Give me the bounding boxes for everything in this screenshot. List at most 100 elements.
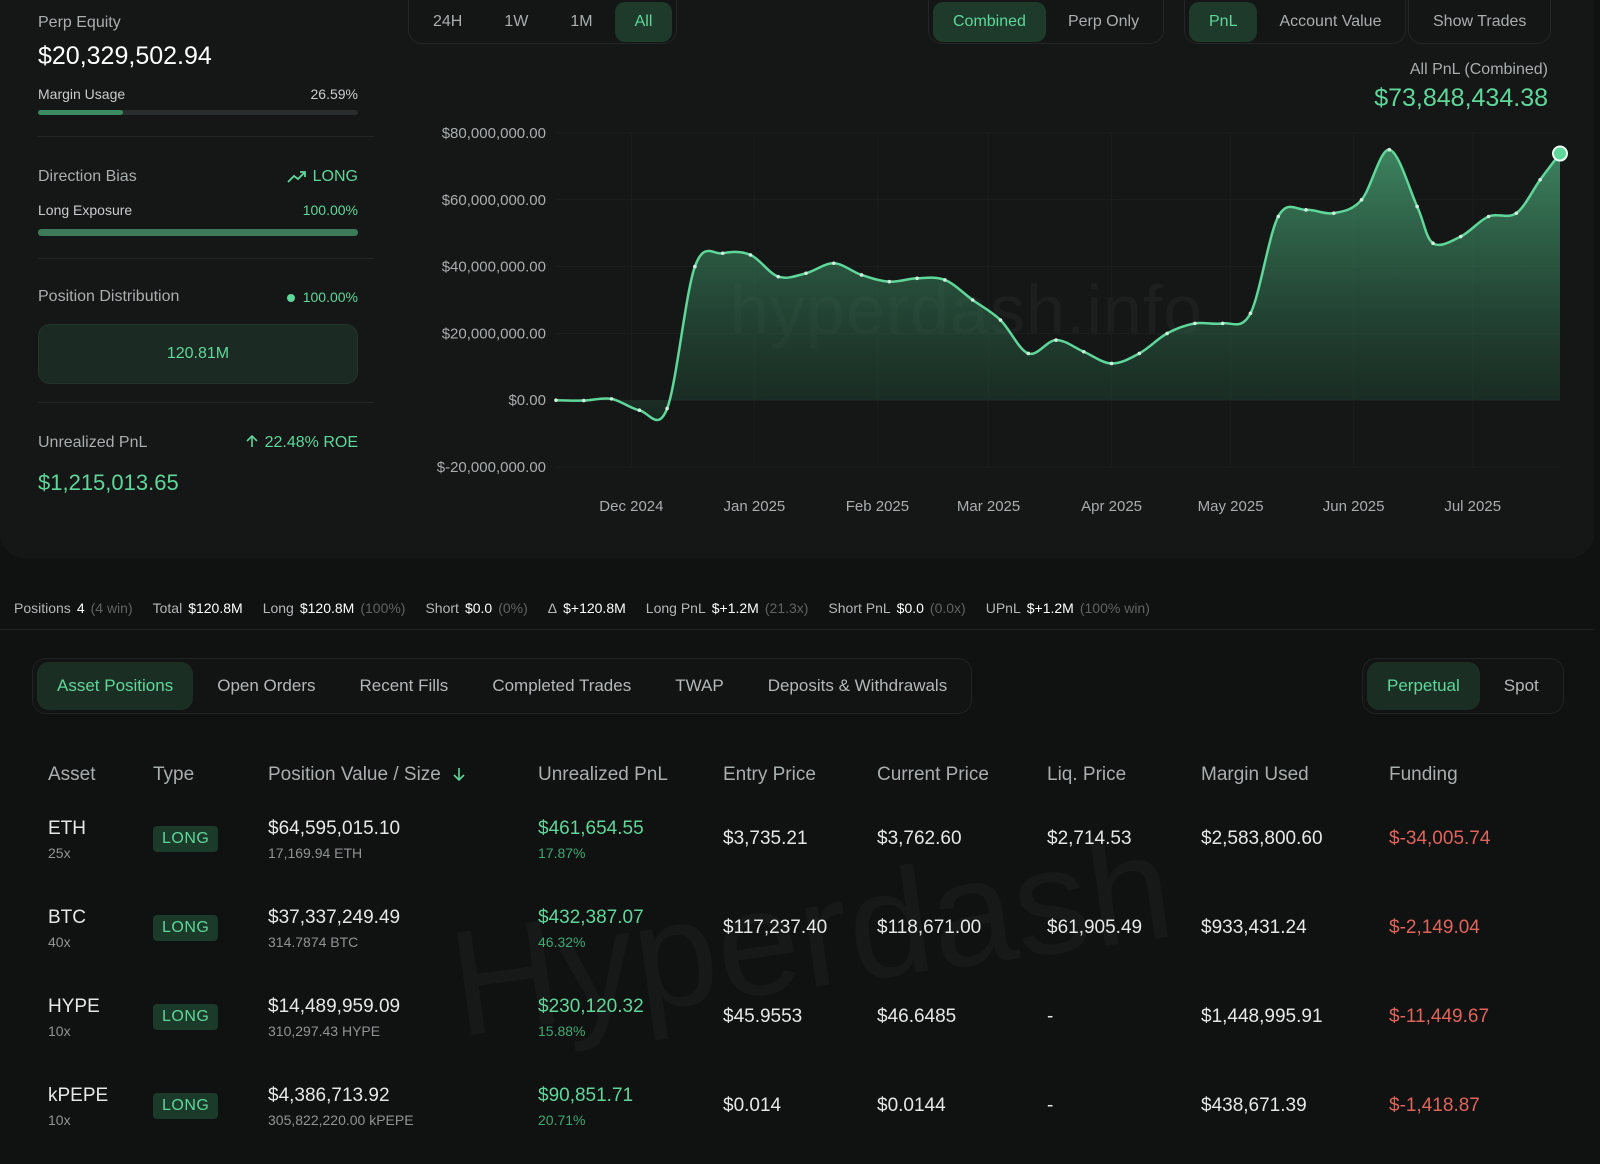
chart-metric-label: All PnL (Combined)	[1409, 61, 1548, 78]
table-row[interactable]: kPEPE 10x LONG $4,386,713.92 305,822,220.00 …	[0, 1061, 1600, 1151]
position-value-cell: $37,337,249.49 314.7874 BTC	[268, 883, 400, 973]
tab-perpetual[interactable]: Perpetual	[1367, 662, 1480, 710]
data-point	[609, 397, 614, 401]
range-1w-button[interactable]: 1W	[504, 12, 529, 30]
unrealized-pnl-cell: $90,851.71 20.71%	[538, 1061, 633, 1151]
direction-bias-text: LONG	[312, 168, 358, 185]
position-value-value: $64,595,015.10	[268, 817, 401, 839]
table-row[interactable]: BTC 40x LONG $37,337,249.49 314.7874 BTC $432…	[0, 883, 1600, 973]
column-header-margin-used[interactable]: Margin Used	[1201, 764, 1309, 786]
summary-stat-value: $0.0	[464, 599, 493, 616]
current-price-cell: $0.0144	[877, 1061, 946, 1151]
column-header-asset[interactable]: Asset	[48, 764, 96, 786]
x-tick-label: Jul 2025	[1444, 498, 1501, 515]
unrealized-pnl-value: $1,215,013.65	[38, 470, 179, 495]
summary-stat-label: Long PnL	[645, 599, 706, 616]
range-24h-button[interactable]: 24H	[433, 12, 463, 30]
summary-stat-value: $0.0	[896, 599, 924, 616]
current-price-value: $118,671.00	[877, 917, 982, 938]
data-point	[1359, 198, 1364, 202]
column-header-position-value-size[interactable]: Position Value / Size	[268, 764, 467, 786]
side-badge-wrap: LONG	[153, 1004, 219, 1030]
range-all-button[interactable]: All	[614, 1, 673, 42]
data-point	[1431, 241, 1435, 246]
data-point	[1332, 211, 1336, 215]
latest-point	[1552, 145, 1568, 162]
roe-value: 22.48% ROE	[245, 434, 358, 452]
liq-price-cell: $61,905.49	[1047, 883, 1142, 973]
summary-stat-value: $+1.2M	[1026, 599, 1074, 616]
mode-perp-only-button[interactable]: Perp Only	[1067, 12, 1140, 30]
column-header-funding[interactable]: Funding	[1389, 764, 1458, 786]
positions-summary-strip: Positions 4 (4 win) Total $120.8M Long $120.8M…	[0, 586, 1594, 630]
summary-stat-long-pnl: Long PnL $+1.2M (21.3x)	[646, 600, 809, 616]
current-price-cell: $3,762.60	[877, 794, 962, 884]
long-exposure-row: Long Exposure 100.00%	[38, 202, 358, 218]
margin-used-value: $1,448,995.91	[1201, 1006, 1323, 1027]
tab-recent-fills[interactable]: Recent Fills	[359, 676, 449, 695]
mode-combined-button[interactable]: Combined	[933, 1, 1046, 42]
position-distribution-label: Position Distribution	[38, 288, 180, 305]
table-row[interactable]: HYPE 10x LONG $14,489,959.09 310,297.43 HYPE…	[0, 972, 1600, 1062]
summary-stat-detail: (4 win)	[90, 599, 133, 616]
sort-descending-icon[interactable]	[451, 766, 467, 782]
column-header-type[interactable]: Type	[153, 764, 194, 786]
column-header-unrealized-pnl[interactable]: Unrealized PnL	[538, 764, 668, 786]
unrealized-pnl-detail: 20.71%	[538, 1111, 586, 1128]
range-1m-button[interactable]: 1M	[570, 12, 593, 30]
asset-cell: ETH 25x	[48, 794, 86, 884]
liq-price-value: -	[1047, 1006, 1054, 1027]
column-header-liq-price[interactable]: Liq. Price	[1047, 764, 1126, 786]
y-tick-label: $80,000,000.00	[442, 125, 546, 142]
side-badge: LONG	[153, 915, 219, 941]
show-trades-button[interactable]: Show Trades	[1433, 12, 1527, 30]
position-distribution-bar[interactable]: 120.81M	[38, 324, 358, 384]
summary-stat-detail: (100%)	[360, 599, 406, 616]
summary-stat-: Δ $+120.8M	[548, 600, 626, 616]
tab-asset-positions[interactable]: Asset Positions	[37, 662, 194, 710]
tab-twap[interactable]: TWAP	[675, 676, 724, 695]
margin-used-cell: $1,448,995.91	[1201, 972, 1323, 1062]
summary-stat-value: 4	[76, 599, 85, 616]
tab-completed-trades[interactable]: Completed Trades	[492, 676, 632, 695]
divider	[38, 258, 374, 259]
y-tick-label: $20,000,000.00	[442, 325, 546, 342]
metric-account-value-button[interactable]: Account Value	[1279, 12, 1382, 30]
entry-price-cell: $45.9553	[723, 972, 802, 1062]
tab-spot[interactable]: Spot	[1503, 676, 1539, 695]
data-point	[1304, 208, 1308, 212]
metric-pnl-button[interactable]: PnL	[1189, 1, 1258, 42]
x-tick-label: Dec 2024	[599, 498, 663, 515]
pnl-panel: Perp Equity $20,329,502.94 Margin Usage …	[0, 0, 1594, 558]
summary-stat-detail: (0.0x)	[929, 599, 966, 616]
pnl-mode-selector: Combined Perp Only	[928, 0, 1165, 44]
liq-price-cell: $2,714.53	[1047, 794, 1132, 884]
entry-price-value: $0.014	[723, 1095, 782, 1116]
column-header-label: Current Price	[877, 764, 989, 785]
table-row[interactable]: ETH 25x LONG $64,595,015.10 17,169.94 ETH $46…	[0, 794, 1600, 884]
type-cell: LONG	[153, 1061, 219, 1151]
column-header-current-price[interactable]: Current Price	[877, 764, 989, 786]
margin-used-cell: $438,671.39	[1201, 1061, 1307, 1151]
funding-value: $-11,449.67	[1389, 1006, 1490, 1027]
data-point	[970, 298, 975, 302]
position-value-value: $4,386,713.92	[268, 1084, 390, 1106]
tab-open-orders[interactable]: Open Orders	[217, 676, 316, 695]
data-point	[1054, 338, 1058, 342]
tab-deposits-withdrawals[interactable]: Deposits & Withdrawals	[767, 676, 948, 695]
unrealized-pnl-detail: 15.88%	[538, 1022, 586, 1039]
current-price-value: $0.0144	[877, 1095, 946, 1116]
entry-price-cell: $0.014	[723, 1061, 781, 1151]
roe-text: 22.48% ROE	[264, 434, 358, 451]
long-exposure-fill	[38, 229, 358, 236]
funding-cell: $-11,449.67	[1389, 972, 1489, 1062]
margin-used-value: $933,431.24	[1201, 917, 1307, 938]
y-tick-label: $60,000,000.00	[442, 192, 546, 209]
funding-cell: $-1,418.87	[1389, 1061, 1480, 1151]
data-point	[1137, 351, 1142, 356]
column-header-label: Position Value / Size	[268, 764, 441, 785]
data-point	[1458, 234, 1463, 239]
column-header-entry-price[interactable]: Entry Price	[723, 764, 816, 786]
column-header-label: Unrealized PnL	[538, 764, 668, 785]
summary-stat-value: $+120.8M	[563, 599, 626, 616]
